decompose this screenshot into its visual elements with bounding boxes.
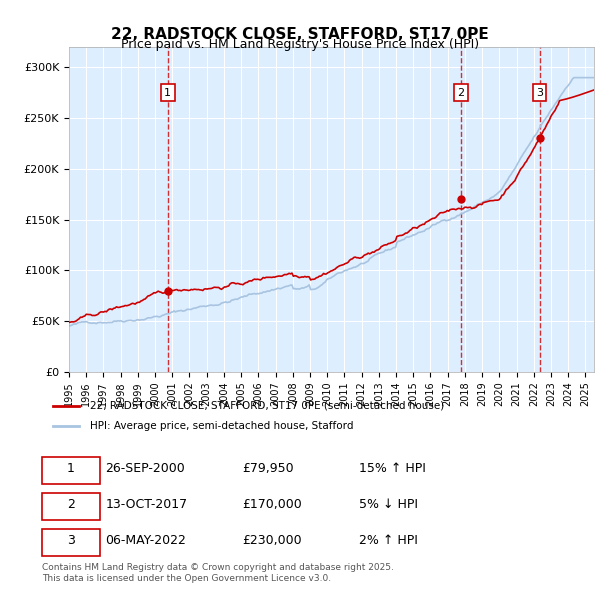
Text: 15% ↑ HPI: 15% ↑ HPI — [359, 462, 425, 475]
Text: 1: 1 — [164, 88, 172, 98]
FancyBboxPatch shape — [42, 457, 100, 484]
Text: 2: 2 — [67, 498, 75, 511]
Text: 3: 3 — [536, 88, 543, 98]
Text: HPI: Average price, semi-detached house, Stafford: HPI: Average price, semi-detached house,… — [89, 421, 353, 431]
Text: 2: 2 — [458, 88, 464, 98]
Text: 3: 3 — [67, 534, 75, 547]
Text: 22, RADSTOCK CLOSE, STAFFORD, ST17 0PE (semi-detached house): 22, RADSTOCK CLOSE, STAFFORD, ST17 0PE (… — [89, 401, 444, 411]
Text: 1: 1 — [67, 462, 75, 475]
FancyBboxPatch shape — [42, 493, 100, 520]
Text: £79,950: £79,950 — [242, 462, 294, 475]
Text: £170,000: £170,000 — [242, 498, 302, 511]
Text: £230,000: £230,000 — [242, 534, 302, 547]
Text: Contains HM Land Registry data © Crown copyright and database right 2025.
This d: Contains HM Land Registry data © Crown c… — [42, 563, 394, 583]
FancyBboxPatch shape — [42, 529, 100, 556]
Text: 13-OCT-2017: 13-OCT-2017 — [106, 498, 187, 511]
Text: 2% ↑ HPI: 2% ↑ HPI — [359, 534, 418, 547]
Text: Price paid vs. HM Land Registry's House Price Index (HPI): Price paid vs. HM Land Registry's House … — [121, 38, 479, 51]
Text: 22, RADSTOCK CLOSE, STAFFORD, ST17 0PE: 22, RADSTOCK CLOSE, STAFFORD, ST17 0PE — [111, 27, 489, 41]
Text: 26-SEP-2000: 26-SEP-2000 — [106, 462, 185, 475]
Text: 5% ↓ HPI: 5% ↓ HPI — [359, 498, 418, 511]
Text: 06-MAY-2022: 06-MAY-2022 — [106, 534, 186, 547]
